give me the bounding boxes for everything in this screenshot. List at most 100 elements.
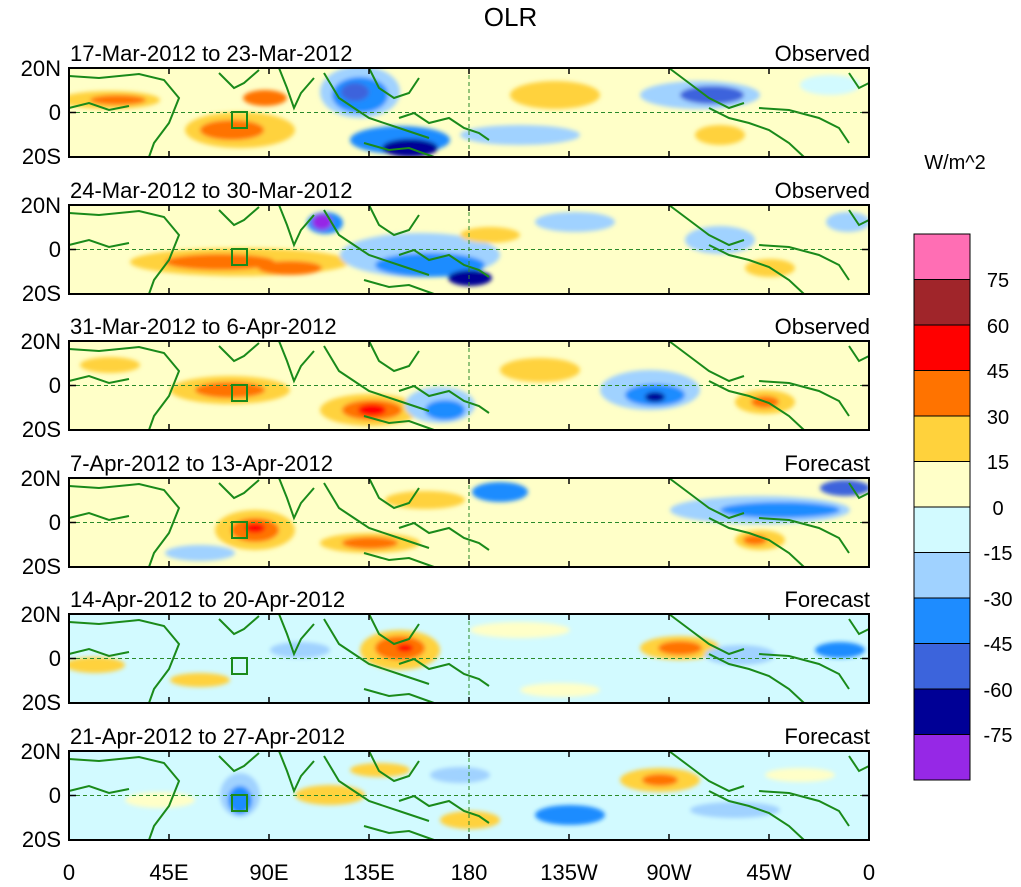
coastline <box>848 345 870 363</box>
colorbar-label-45: 45 <box>986 361 1010 383</box>
indian-ocean-box <box>231 384 248 402</box>
coastline <box>68 618 181 704</box>
lat-20n-p5: 20N <box>20 602 61 627</box>
panel-6-date: 21-Apr-2012 to 27-Apr-2012 <box>70 724 346 749</box>
coastline <box>668 67 745 110</box>
coastline <box>278 204 315 248</box>
panel-3-overlay <box>68 340 870 431</box>
coastline <box>363 142 435 158</box>
coastline <box>68 101 130 112</box>
coastline <box>708 653 805 704</box>
colorbar-label-neg15: -15 <box>983 543 1013 565</box>
coastline <box>368 340 420 373</box>
coastline <box>218 342 260 363</box>
panel-5-date: 14-Apr-2012 to 20-Apr-2012 <box>70 587 346 612</box>
colorbar-label-neg60: -60 <box>983 680 1013 702</box>
indian-ocean-box <box>231 657 248 675</box>
lat-20n-p2: 20N <box>20 193 61 218</box>
lat-20s-p3: 20S <box>21 417 61 442</box>
coastline <box>218 752 260 773</box>
coastline <box>708 790 805 841</box>
colorbar-swatch-7 <box>913 552 971 599</box>
coastline <box>68 511 130 522</box>
coastline <box>363 688 435 704</box>
coastline <box>218 206 260 227</box>
coastline <box>218 69 260 90</box>
lat-20s-p1: 20S <box>21 144 61 169</box>
coastline <box>708 244 805 295</box>
colorbar-swatch-2 <box>913 324 971 371</box>
coastline <box>668 477 745 520</box>
coastline <box>323 482 430 549</box>
lat-0-p5: 0 <box>48 646 61 671</box>
colorbar-label-30: 30 <box>986 407 1010 429</box>
coastline <box>368 613 420 646</box>
coastline <box>368 477 420 510</box>
lon-label-45w: 45W <box>746 860 792 885</box>
colorbar-label-0: 0 <box>992 498 1004 520</box>
lon-label-0-east: 0 <box>862 860 876 885</box>
lat-20s-p6: 20S <box>21 827 61 852</box>
map-overlays <box>68 67 870 841</box>
coastline <box>218 615 260 636</box>
coastline <box>323 72 430 139</box>
panel-2-kind: Observed <box>774 178 870 203</box>
coastline <box>368 204 420 237</box>
colorbar-label-75: 75 <box>986 270 1010 292</box>
lon-label-90w: 90W <box>646 860 692 885</box>
coastline <box>708 107 805 158</box>
panel-1-overlay <box>68 67 870 158</box>
lat-20s-p4: 20S <box>21 554 61 579</box>
coastline <box>278 477 315 521</box>
coastline <box>278 67 315 111</box>
colorbar-swatch-11 <box>913 734 971 781</box>
coastline <box>848 755 870 773</box>
colorbar-swatch-8 <box>913 597 971 644</box>
lon-label-135e: 135E <box>343 860 395 885</box>
panel-5-overlay <box>68 613 870 704</box>
coastline <box>848 618 870 636</box>
coastline <box>368 750 420 783</box>
lat-20s-p2: 20S <box>21 281 61 306</box>
panel-2-overlay <box>68 204 870 295</box>
panel-4-date: 7-Apr-2012 to 13-Apr-2012 <box>70 451 333 476</box>
coastline <box>68 345 181 431</box>
coastline <box>323 345 430 412</box>
coastline <box>758 653 850 690</box>
lat-20s-p5: 20S <box>21 690 61 715</box>
coastline <box>758 380 850 417</box>
colorbar-swatch-1 <box>913 279 971 326</box>
colorbar-swatch-3 <box>913 370 971 417</box>
indian-ocean-box <box>231 521 248 539</box>
coastline <box>363 552 435 568</box>
indian-ocean-box <box>231 248 248 266</box>
indian-ocean-box <box>231 111 248 129</box>
lat-0-p1: 0 <box>48 100 61 125</box>
coastline <box>68 647 130 658</box>
lon-label-90e: 90E <box>249 860 289 885</box>
panel-6-kind: Forecast <box>784 724 870 749</box>
coastline <box>68 374 130 385</box>
panel-5-kind: Forecast <box>784 587 870 612</box>
colorbar-swatch-4 <box>913 415 971 462</box>
coastline <box>668 340 745 383</box>
lon-label-180: 180 <box>450 860 488 885</box>
panel-2-date: 24-Mar-2012 to 30-Mar-2012 <box>70 178 353 203</box>
colorbar-label-60: 60 <box>986 316 1010 338</box>
coastline <box>668 204 745 247</box>
lat-0-p6: 0 <box>48 783 61 808</box>
coastline <box>758 107 850 144</box>
coastline <box>68 238 130 249</box>
coastline <box>278 340 315 384</box>
lat-20n-p6: 20N <box>20 739 61 764</box>
coastline <box>323 755 430 822</box>
lat-0-p4: 0 <box>48 510 61 535</box>
coastline <box>363 825 435 841</box>
panel-1-kind: Observed <box>774 41 870 66</box>
colorbar-label-neg45: -45 <box>983 634 1013 656</box>
coastline <box>68 755 181 841</box>
panel-3-kind: Observed <box>774 314 870 339</box>
panel-1-date: 17-Mar-2012 to 23-Mar-2012 <box>70 41 353 66</box>
colorbar-label-neg75: -75 <box>983 725 1013 747</box>
